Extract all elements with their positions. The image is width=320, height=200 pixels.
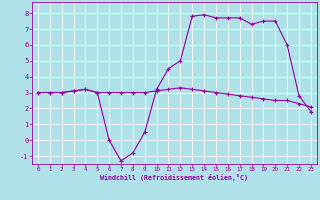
X-axis label: Windchill (Refroidissement éolien,°C): Windchill (Refroidissement éolien,°C) <box>100 174 248 181</box>
